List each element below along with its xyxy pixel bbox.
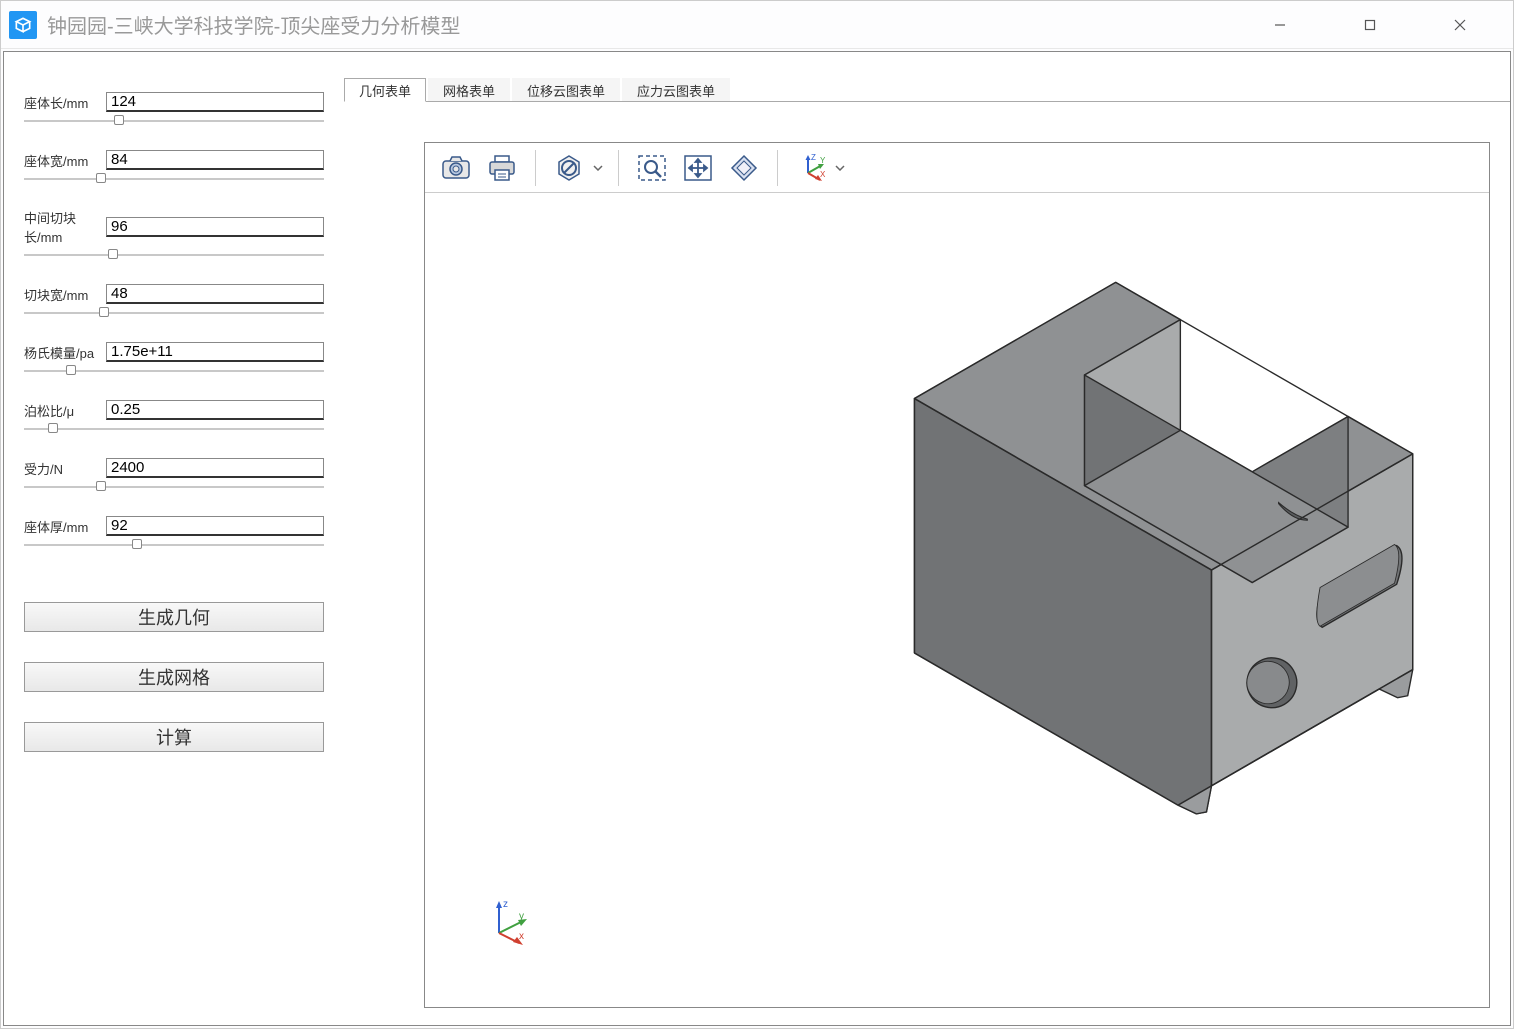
tab[interactable]: 应力云图表单 — [622, 78, 730, 102]
param-input[interactable] — [106, 92, 324, 112]
window-title: 钟园园-三峡大学科技学院-顶尖座受力分析模型 — [47, 10, 1235, 39]
calculate-button[interactable]: 计算 — [24, 722, 324, 752]
param-input[interactable] — [106, 284, 324, 304]
param-group: 泊松比/μ — [24, 400, 324, 436]
svg-text:y: y — [519, 911, 524, 922]
axis-dropdown[interactable]: Z Y X — [790, 147, 848, 189]
camera-icon[interactable] — [435, 147, 477, 189]
axis-triad-icon: z y x — [485, 897, 535, 952]
app-window: 钟园园-三峡大学科技学院-顶尖座受力分析模型 座体长/mm 座体宽/mm — [0, 0, 1514, 1029]
chevron-down-icon[interactable] — [832, 165, 848, 171]
param-group: 杨氏模量/pa — [24, 342, 324, 378]
toolbar-separator — [535, 150, 536, 186]
param-slider[interactable] — [24, 538, 324, 552]
param-input[interactable] — [106, 217, 324, 237]
param-input[interactable] — [106, 342, 324, 362]
param-input[interactable] — [106, 400, 324, 420]
param-input[interactable] — [106, 516, 324, 536]
svg-text:z: z — [503, 899, 508, 910]
toolbar-separator — [777, 150, 778, 186]
param-slider[interactable] — [24, 364, 324, 378]
param-label: 切块宽/mm — [24, 285, 106, 304]
param-label: 座体宽/mm — [24, 151, 106, 170]
param-slider[interactable] — [24, 248, 324, 262]
svg-text:Z: Z — [811, 153, 816, 162]
svg-text:Y: Y — [820, 156, 826, 165]
tab-content: Z Y X — [344, 101, 1510, 1026]
param-label: 座体厚/mm — [24, 517, 106, 536]
tab[interactable]: 位移云图表单 — [512, 78, 620, 102]
param-slider[interactable] — [24, 480, 324, 494]
param-group: 受力/N — [24, 458, 324, 494]
parameter-panel: 座体长/mm 座体宽/mm 中间切块长/mm 切块宽/mm — [4, 52, 344, 1025]
param-label: 杨氏模量/pa — [24, 343, 106, 362]
rotate-icon[interactable] — [723, 147, 765, 189]
param-slider[interactable] — [24, 114, 324, 128]
main-content: 座体长/mm 座体宽/mm 中间切块长/mm 切块宽/mm — [3, 51, 1511, 1026]
viewport-toolbar: Z Y X — [425, 143, 1489, 193]
param-label: 中间切块长/mm — [24, 208, 106, 246]
generate-mesh-button[interactable]: 生成网格 — [24, 662, 324, 692]
param-slider[interactable] — [24, 306, 324, 320]
param-group: 中间切块长/mm — [24, 208, 324, 262]
svg-text:x: x — [519, 931, 524, 942]
axis-icon[interactable]: Z Y X — [790, 147, 832, 189]
param-label: 受力/N — [24, 459, 106, 478]
param-group: 座体厚/mm — [24, 516, 324, 552]
window-controls — [1235, 1, 1505, 49]
param-group: 座体宽/mm — [24, 150, 324, 186]
param-group: 座体长/mm — [24, 92, 324, 128]
tab[interactable]: 几何表单 — [344, 78, 426, 102]
pan-icon[interactable] — [677, 147, 719, 189]
tab[interactable]: 网格表单 — [428, 78, 510, 102]
chevron-down-icon[interactable] — [590, 165, 606, 171]
param-group: 切块宽/mm — [24, 284, 324, 320]
param-input[interactable] — [106, 458, 324, 478]
generate-geometry-button[interactable]: 生成几何 — [24, 602, 324, 632]
param-slider[interactable] — [24, 172, 324, 186]
forbid-dropdown[interactable] — [548, 147, 606, 189]
titlebar: 钟园园-三峡大学科技学院-顶尖座受力分析模型 — [1, 1, 1513, 49]
toolbar-separator — [618, 150, 619, 186]
svg-text:X: X — [820, 170, 826, 179]
viewport-container: Z Y X — [424, 142, 1490, 1008]
close-button[interactable] — [1415, 1, 1505, 49]
minimize-button[interactable] — [1235, 1, 1325, 49]
param-input[interactable] — [106, 150, 324, 170]
forbid-icon[interactable] — [548, 147, 590, 189]
tabs: 几何表单网格表单位移云图表单应力云图表单 — [344, 77, 1510, 101]
app-icon — [9, 11, 37, 39]
param-label: 泊松比/μ — [24, 401, 106, 420]
3d-viewport[interactable]: z y x — [425, 193, 1489, 1007]
param-slider[interactable] — [24, 422, 324, 436]
print-icon[interactable] — [481, 147, 523, 189]
action-buttons: 生成几何 生成网格 计算 — [24, 602, 324, 752]
maximize-button[interactable] — [1325, 1, 1415, 49]
zoom-box-icon[interactable] — [631, 147, 673, 189]
viewport-panel: 几何表单网格表单位移云图表单应力云图表单 — [344, 52, 1510, 1025]
param-label: 座体长/mm — [24, 93, 106, 112]
